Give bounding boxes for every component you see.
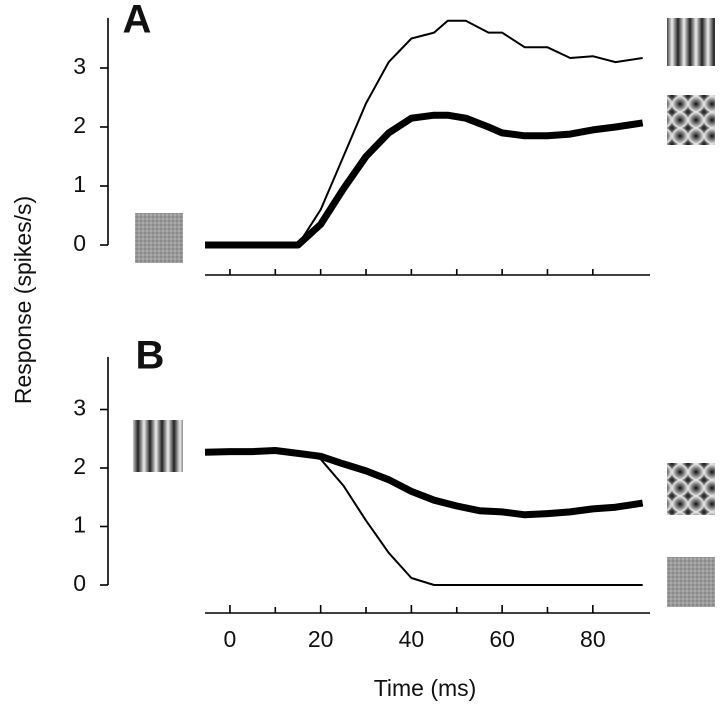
y-tick-label: 2 bbox=[73, 112, 86, 138]
icon-plaid bbox=[667, 95, 715, 145]
y-tick-label: 1 bbox=[73, 171, 86, 197]
panel-label: A bbox=[123, 0, 152, 42]
icon-grating bbox=[133, 420, 183, 472]
icon-gray bbox=[667, 557, 715, 607]
icon-grating bbox=[667, 18, 715, 66]
x-tick-label: 0 bbox=[224, 626, 237, 652]
data-line bbox=[205, 111, 644, 249]
y-tick-label: 0 bbox=[73, 230, 86, 256]
panel-label: B bbox=[136, 334, 165, 378]
x-tick-label: 20 bbox=[308, 626, 334, 652]
x-tick-label: 60 bbox=[489, 626, 515, 652]
y-axis-label: Response (spikes/s) bbox=[10, 196, 36, 404]
y-tick-label: 3 bbox=[73, 395, 86, 421]
y-tick-label: 1 bbox=[73, 512, 86, 538]
x-tick-label: 40 bbox=[399, 626, 425, 652]
y-tick-label: 2 bbox=[73, 453, 86, 479]
y-tick-label: 0 bbox=[73, 570, 86, 596]
y-tick-label: 3 bbox=[73, 53, 86, 79]
icon-gray bbox=[135, 213, 183, 263]
data-line bbox=[204, 447, 644, 519]
x-tick-label: 80 bbox=[580, 626, 606, 652]
icon-plaid bbox=[667, 463, 715, 515]
x-axis-label: Time (ms) bbox=[374, 675, 477, 701]
data-line bbox=[204, 449, 643, 586]
data-line bbox=[205, 19, 643, 246]
